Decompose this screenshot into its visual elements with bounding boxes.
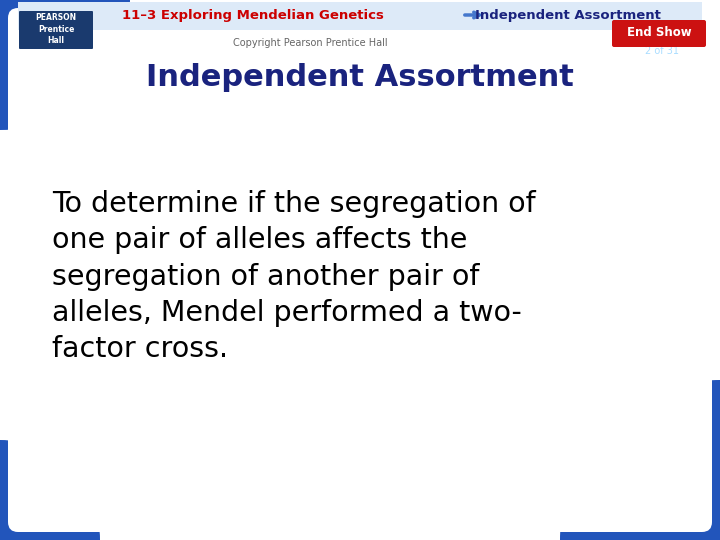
Wedge shape xyxy=(560,380,720,540)
Text: Independent Assortment: Independent Assortment xyxy=(146,64,574,92)
Bar xyxy=(18,2,702,30)
Wedge shape xyxy=(0,440,100,540)
Text: PEARSON
Prentice
Hall: PEARSON Prentice Hall xyxy=(35,14,76,45)
Text: Copyright Pearson Prentice Hall: Copyright Pearson Prentice Hall xyxy=(233,38,387,48)
Text: End Show: End Show xyxy=(626,26,691,39)
FancyBboxPatch shape xyxy=(8,8,712,532)
Text: Slide
2 of 31: Slide 2 of 31 xyxy=(645,34,679,56)
Text: To determine if the segregation of
one pair of alleles affects the
segregation o: To determine if the segregation of one p… xyxy=(52,190,536,363)
FancyBboxPatch shape xyxy=(612,20,706,47)
Wedge shape xyxy=(0,0,130,130)
Text: Independent Assortment: Independent Assortment xyxy=(475,9,661,22)
FancyBboxPatch shape xyxy=(19,11,93,49)
Text: 11–3 Exploring Mendelian Genetics: 11–3 Exploring Mendelian Genetics xyxy=(122,9,384,22)
